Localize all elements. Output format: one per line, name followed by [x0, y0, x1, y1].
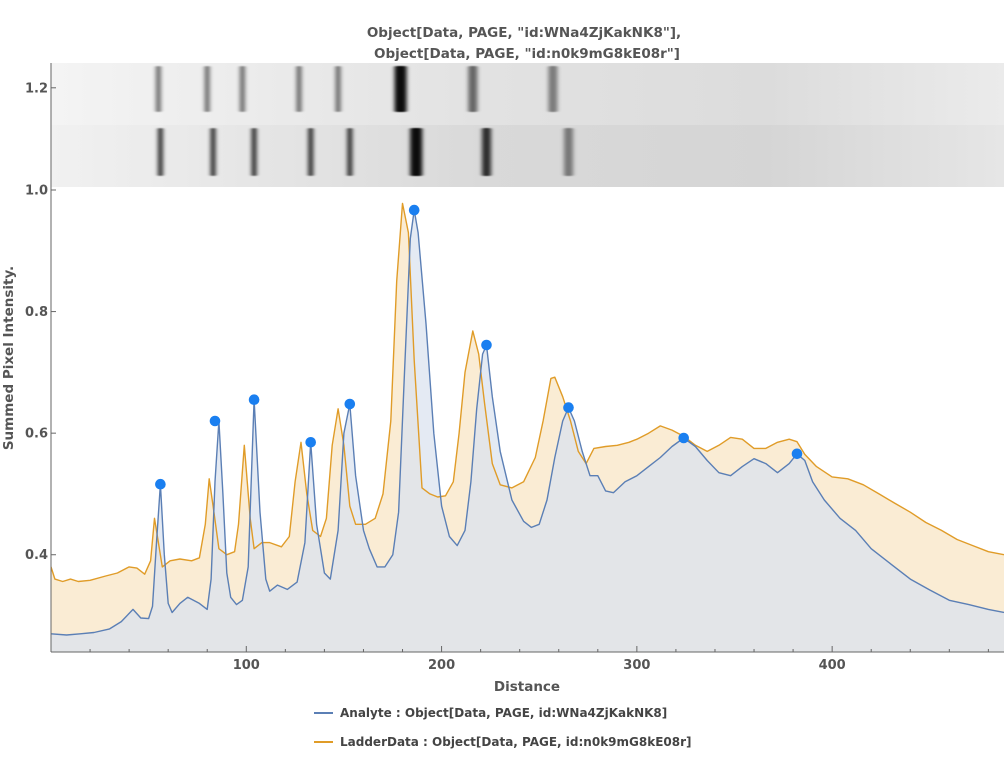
legend-label-ladder: LadderData : Object[Data, PAGE, id:n0k9m…: [340, 735, 692, 749]
peak-point-3: [248, 394, 260, 406]
gel-image: [51, 63, 1004, 187]
chart-title-line-2: Object[Data, PAGE, "id:n0k9mG8kE08r"]: [374, 46, 680, 62]
y-tick-label: 1.0: [25, 184, 48, 199]
gel-band: [251, 128, 257, 176]
gel-band: [155, 66, 161, 112]
series-line-ladder: [51, 202, 1004, 583]
peak-point-4: [305, 437, 317, 448]
peak-point-2: [209, 415, 221, 427]
gel-band: [394, 66, 407, 112]
y-tick-label: 0.4: [25, 548, 48, 563]
peak-point-6: [408, 204, 420, 216]
gel-band: [210, 128, 216, 176]
series-line-analyte: [51, 209, 1004, 636]
peak-point-8: [563, 402, 574, 413]
gel-lane-top: [51, 63, 1004, 125]
legend-swatch-analyte: [314, 712, 333, 714]
legend-label-analyte: Analyte : Object[Data, PAGE, id:WNa4ZjKa…: [340, 706, 668, 720]
gel-band: [347, 128, 353, 176]
peak-point-5: [344, 398, 356, 410]
gel-band: [482, 128, 491, 176]
y-tick-label: 1.2: [25, 81, 48, 96]
x-tick-label: 400: [819, 658, 846, 673]
gel-band: [410, 128, 423, 176]
y-tick-label: 0.8: [25, 305, 48, 320]
x-tick-label: 100: [233, 658, 260, 673]
y-tick-label: 0.6: [25, 427, 48, 442]
series-area-analyte: [51, 210, 1004, 652]
gel-band: [335, 66, 341, 112]
gel-band: [296, 66, 302, 112]
gel-band: [564, 128, 573, 176]
gel-lane-bottom: [51, 125, 1004, 187]
y-axis-label: Summed Pixel Intensity.: [1, 266, 17, 450]
gel-band: [468, 66, 478, 112]
chart: Object[Data, PAGE, "id:WNa4ZjKakNK8"], O…: [1, 25, 1004, 695]
peak-point-10: [791, 448, 803, 460]
peak-point-1: [155, 478, 166, 490]
gel-band: [548, 66, 558, 112]
legend-swatch-ladder: [314, 741, 333, 743]
chart-title-line-1: Object[Data, PAGE, "id:WNa4ZjKakNK8"],: [367, 25, 681, 41]
legend-entry-ladder: LadderData : Object[Data, PAGE, id:n0k9m…: [314, 735, 692, 749]
legend-entry-analyte: Analyte : Object[Data, PAGE, id:WNa4ZjKa…: [314, 706, 667, 720]
x-tick-label: 200: [428, 658, 455, 673]
peak-point-7: [481, 339, 492, 351]
gel-band: [157, 128, 163, 176]
peak-point-9: [678, 432, 689, 444]
gel-band: [308, 128, 314, 176]
gel-band: [239, 66, 245, 112]
x-axis-label: Distance: [494, 679, 560, 695]
gel-band: [204, 66, 210, 112]
x-tick-label: 300: [623, 658, 650, 673]
